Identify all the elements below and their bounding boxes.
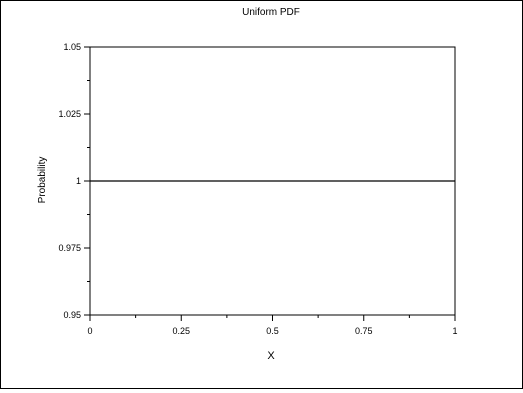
x-tick-label: 0.25 xyxy=(172,326,190,336)
y-tick-label: 1.05 xyxy=(63,42,81,52)
y-tick-label: 1.025 xyxy=(58,109,81,119)
x-axis-label: X xyxy=(267,350,275,362)
x-tick-label: 1 xyxy=(452,326,457,336)
x-tick-label: 0.5 xyxy=(266,326,279,336)
x-tick-label: 0.75 xyxy=(355,326,373,336)
y-axis-label: Probability xyxy=(37,157,48,204)
chart-title: Uniform PDF xyxy=(242,7,300,18)
axis-ticks: 0 0.25 0.5 0.75 1 0.95 0.975 1 1.025 1.05 xyxy=(58,42,457,336)
y-tick-label: 0.95 xyxy=(63,310,81,320)
y-tick-label: 1 xyxy=(76,176,81,186)
y-tick-label: 0.975 xyxy=(58,243,81,253)
x-tick-label: 0 xyxy=(87,326,92,336)
